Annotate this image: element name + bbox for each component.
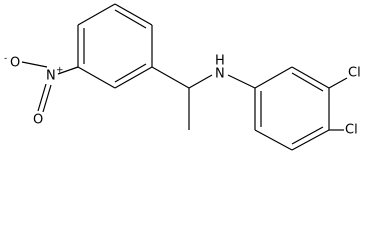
bond xyxy=(77,66,116,89)
charge: + xyxy=(56,66,64,76)
atom-label: O xyxy=(10,56,20,71)
bond-inner xyxy=(114,63,147,83)
bond xyxy=(188,74,213,89)
bond xyxy=(254,66,293,89)
atom-label: H xyxy=(215,54,225,69)
bond xyxy=(77,3,116,26)
bond xyxy=(114,66,153,89)
bond xyxy=(328,77,348,89)
bond xyxy=(37,83,47,112)
bonds xyxy=(21,3,348,151)
atom-label: N xyxy=(215,67,225,82)
bond xyxy=(114,3,153,26)
molecule: - O N + O H N Cl Cl xyxy=(4,3,361,151)
bond xyxy=(57,66,79,75)
bond xyxy=(291,66,330,89)
charge: - xyxy=(4,54,7,64)
bond-inner xyxy=(291,126,324,145)
atom-label: Cl xyxy=(345,123,358,138)
bond-inner xyxy=(291,72,324,92)
atom-label: O xyxy=(33,113,43,128)
page: - O N + O H N Cl Cl (() => { const data … xyxy=(4,3,361,151)
bond xyxy=(151,66,190,89)
bond-inner xyxy=(114,9,147,29)
bond xyxy=(254,129,293,151)
atom-label: Cl xyxy=(348,66,361,81)
atom-label: N xyxy=(46,69,56,84)
bond xyxy=(291,129,330,151)
bond xyxy=(21,61,48,68)
bond xyxy=(227,74,256,89)
bond xyxy=(42,84,52,113)
